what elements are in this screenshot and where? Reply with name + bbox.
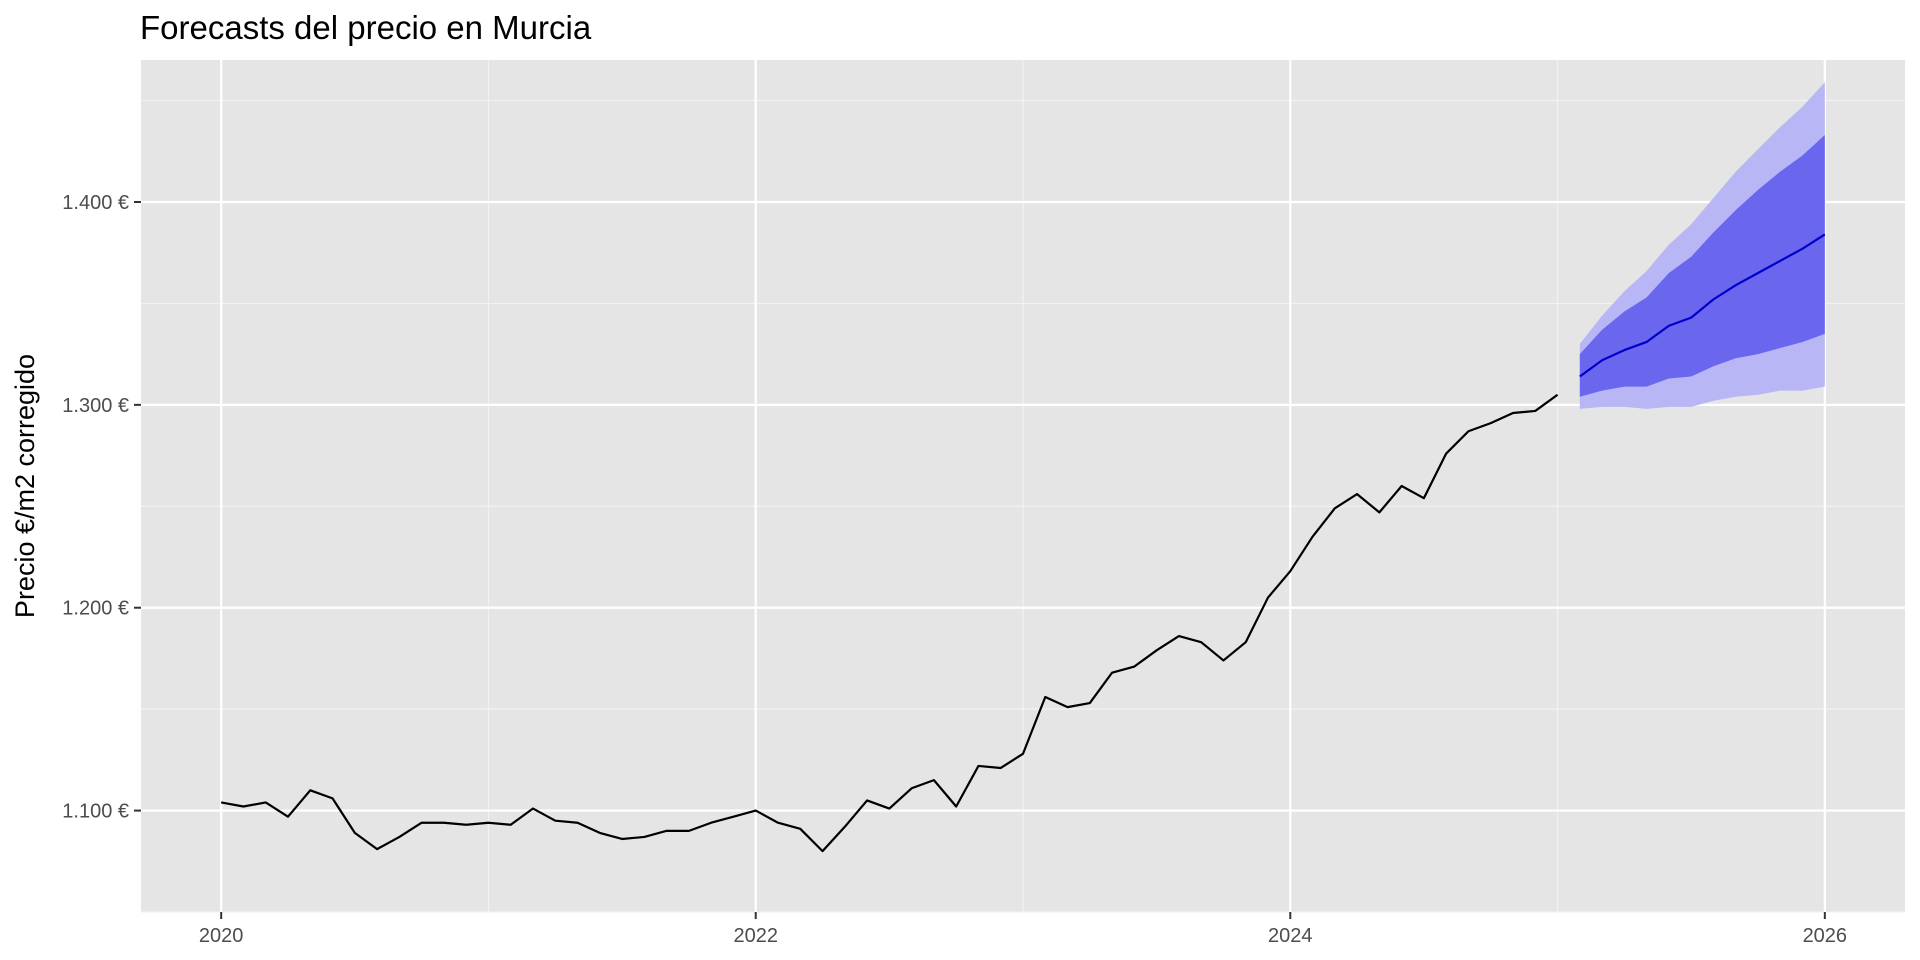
x-tick-label: 2024 — [1268, 925, 1313, 947]
y-tick-label: 1.200 € — [62, 598, 129, 620]
history-line — [220, 393, 1559, 853]
x-tick-label: 2026 — [1803, 925, 1848, 947]
forecast-interval-80 — [1579, 135, 1825, 397]
x-tick-label: 2020 — [199, 925, 244, 947]
x-axis: 2020 2022 2024 2026 — [199, 912, 1847, 947]
x-tick-label: 2022 — [733, 925, 778, 947]
history-series — [220, 393, 1559, 853]
forecast-series — [1579, 233, 1826, 378]
interval-80-band — [1579, 135, 1825, 397]
y-axis: 1.100 € 1.200 € 1.300 € 1.400 € — [62, 192, 141, 823]
y-tick-label: 1.400 € — [62, 192, 129, 214]
forecast-mean-line — [1579, 233, 1826, 378]
major-gridlines — [141, 60, 1905, 912]
y-tick-label: 1.100 € — [62, 801, 129, 823]
chart-title: Forecasts del precio en Murcia — [140, 9, 592, 46]
y-axis-title: Precio €/m2 corregido — [10, 354, 40, 618]
y-tick-label: 1.300 € — [62, 395, 129, 417]
